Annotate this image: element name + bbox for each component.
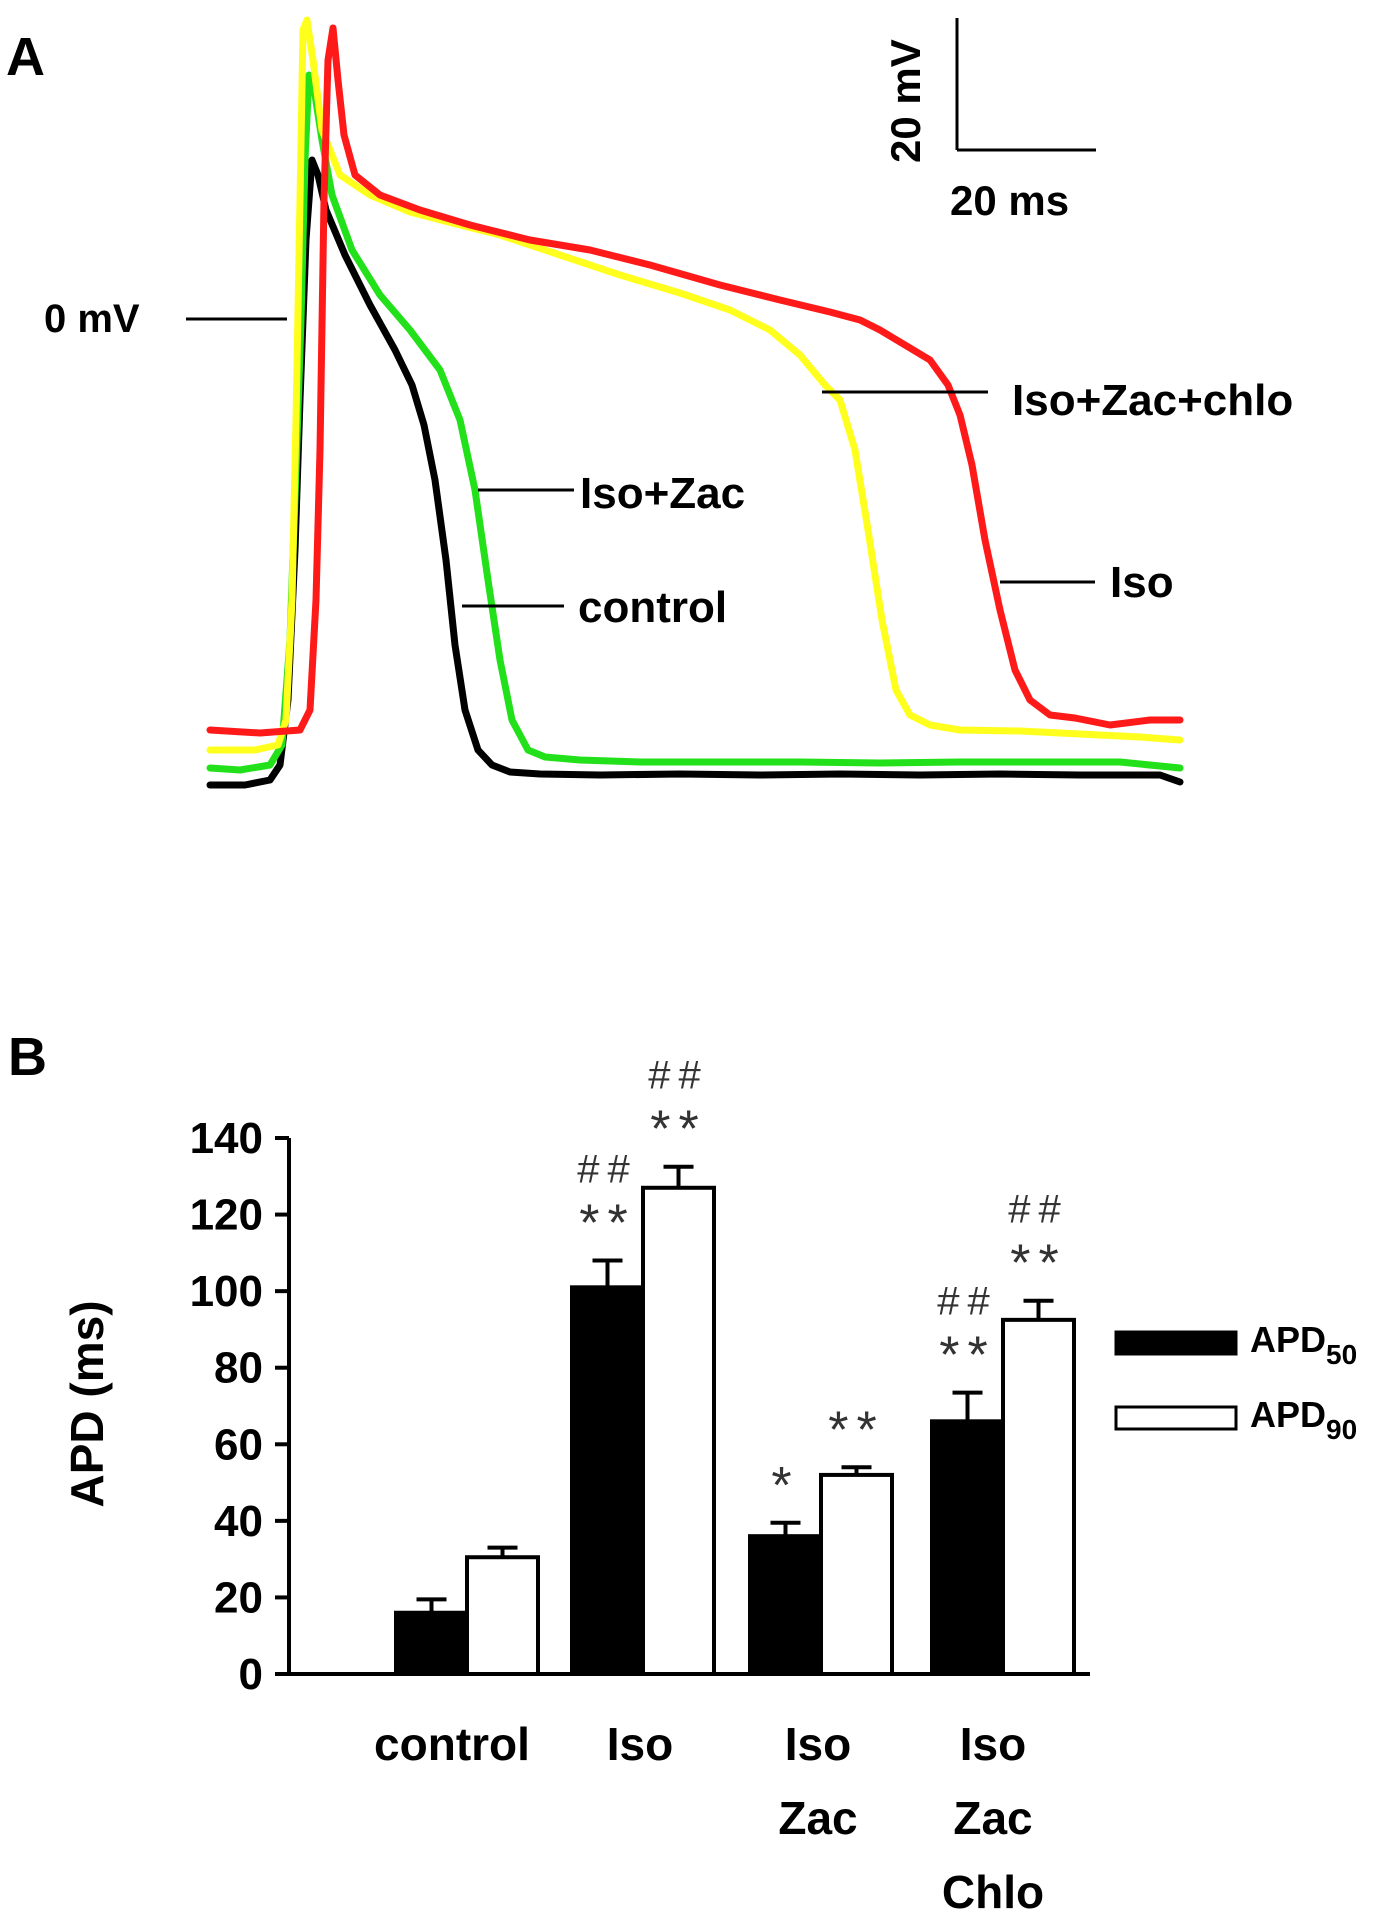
panel-b-label: B: [8, 1027, 47, 1087]
significance-apd50-3-1: ##: [937, 1280, 998, 1324]
bar-apd50-1: [570, 1285, 645, 1677]
significance-apd50-1-1: ##: [577, 1148, 638, 1192]
significance-apd50-1-0: **: [579, 1195, 635, 1253]
significance-apd90-3-1: ##: [1008, 1188, 1069, 1232]
significance-apd90-2-0: **: [828, 1401, 884, 1459]
legend-swatch-apd50: [1114, 1330, 1238, 1356]
category-label-3-1: Zac: [953, 1792, 1032, 1844]
category-label-2-0: Iso: [785, 1718, 851, 1770]
legend: APD50 APD90: [1114, 1319, 1357, 1445]
label-iso: Iso: [1110, 558, 1174, 607]
label-iso-zac: Iso+Zac: [580, 469, 745, 518]
y-tick-label: 20: [214, 1573, 263, 1622]
significance-apd50-3-0: **: [939, 1327, 995, 1385]
y-tick-label: 120: [190, 1191, 263, 1240]
legend-apd90-main: APD: [1250, 1394, 1326, 1435]
category-label-3-2: Chlo: [942, 1866, 1044, 1918]
bar-apd90-1: [641, 1185, 716, 1677]
legend-apd50-main: APD: [1250, 1319, 1326, 1360]
legend-apd90-sub: 90: [1326, 1414, 1357, 1445]
y-tick-label: 60: [214, 1420, 263, 1469]
bar-apd50-3: [930, 1419, 1005, 1677]
scale-bar: 20 mV 20 ms: [882, 18, 1096, 224]
significance-apd90-3-0: **: [1010, 1235, 1066, 1293]
legend-label-apd50: APD50: [1250, 1319, 1357, 1370]
y-tick-label: 40: [214, 1497, 263, 1546]
bar-apd90-2: [819, 1472, 894, 1677]
legend-label-apd90: APD90: [1250, 1394, 1357, 1445]
zero-mv-label: 0 mV: [44, 297, 140, 341]
bar-apd50-2: [748, 1534, 823, 1676]
category-label-2-1: Zac: [778, 1792, 857, 1844]
bar-apd90-3: [1001, 1317, 1076, 1677]
significance-apd90-1-0: **: [650, 1101, 706, 1159]
y-tick-label: 100: [190, 1267, 263, 1316]
scale-bar-mv-label: 20 mV: [882, 39, 929, 163]
category-label-1-0: Iso: [607, 1718, 673, 1770]
category-label-3-0: Iso: [960, 1718, 1026, 1770]
legend-apd50-sub: 50: [1326, 1339, 1357, 1370]
label-iso-zac-chlo: Iso+Zac+chlo: [1012, 376, 1293, 425]
bar-apd90-0: [465, 1555, 540, 1676]
trace-iso-zac-chlo: [206, 16, 1184, 754]
significance-apd50-2-0: *: [771, 1457, 799, 1515]
significance-apd90-1-1: ##: [648, 1054, 709, 1098]
trace-iso: [206, 24, 1184, 737]
panel-a: A 0 mV 20 mV 20 ms Iso+Zac+chlo Iso+Zac …: [6, 16, 1293, 789]
y-axis-title: APD (ms): [61, 1300, 113, 1507]
legend-swatch-apd90: [1114, 1405, 1238, 1431]
y-tick-label: 0: [239, 1650, 263, 1699]
bar-apd50-0: [394, 1610, 469, 1676]
panel-a-label: A: [6, 27, 45, 87]
category-label-0-0: control: [374, 1718, 530, 1770]
y-tick-label: 80: [214, 1344, 263, 1393]
label-control: control: [578, 583, 727, 632]
y-tick-label: 140: [190, 1114, 263, 1163]
scale-bar-ms-label: 20 ms: [950, 177, 1069, 224]
